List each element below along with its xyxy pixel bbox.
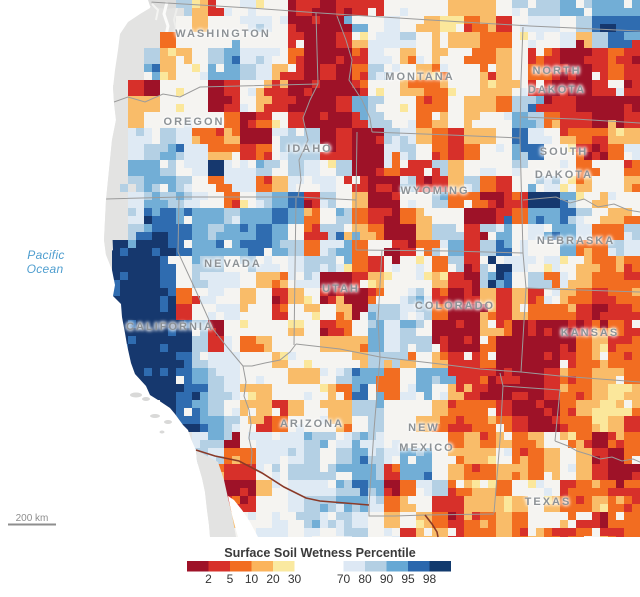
svg-text:Ocean: Ocean xyxy=(27,262,64,276)
svg-text:70: 70 xyxy=(337,572,351,586)
svg-text:90: 90 xyxy=(380,572,394,586)
svg-text:98: 98 xyxy=(423,572,437,586)
svg-text:NEVADA: NEVADA xyxy=(204,258,262,270)
svg-text:WYOMING: WYOMING xyxy=(401,185,470,197)
svg-text:95: 95 xyxy=(401,572,415,586)
svg-text:DAKOTA: DAKOTA xyxy=(535,169,593,181)
svg-text:SOUTH: SOUTH xyxy=(540,146,589,158)
svg-text:MEXICO: MEXICO xyxy=(399,442,454,454)
svg-text:NEBRASKA: NEBRASKA xyxy=(537,235,615,247)
svg-text:TEXAS: TEXAS xyxy=(525,496,572,508)
svg-text:COLORADO: COLORADO xyxy=(415,300,495,312)
svg-text:200 km: 200 km xyxy=(16,513,49,524)
svg-text:Surface Soil Wetness Percentil: Surface Soil Wetness Percentile xyxy=(224,546,416,560)
svg-text:5: 5 xyxy=(227,572,234,586)
svg-text:NEW: NEW xyxy=(408,422,440,434)
svg-text:UTAH: UTAH xyxy=(322,283,360,295)
svg-text:DAKOTA: DAKOTA xyxy=(528,84,586,96)
svg-text:10: 10 xyxy=(245,572,259,586)
svg-text:NORTH: NORTH xyxy=(532,65,581,77)
svg-text:2: 2 xyxy=(205,572,212,586)
svg-text:MONTANA: MONTANA xyxy=(385,71,454,83)
svg-text:IDAHO: IDAHO xyxy=(287,143,332,155)
svg-text:WASHINGTON: WASHINGTON xyxy=(175,28,271,40)
svg-text:30: 30 xyxy=(288,572,302,586)
svg-text:CALIFORNIA: CALIFORNIA xyxy=(126,321,214,333)
svg-text:OREGON: OREGON xyxy=(164,116,225,128)
svg-text:KANSAS: KANSAS xyxy=(561,327,619,339)
svg-text:Pacific: Pacific xyxy=(27,248,64,262)
svg-text:ARIZONA: ARIZONA xyxy=(280,418,344,430)
svg-text:20: 20 xyxy=(266,572,280,586)
svg-text:80: 80 xyxy=(358,572,372,586)
